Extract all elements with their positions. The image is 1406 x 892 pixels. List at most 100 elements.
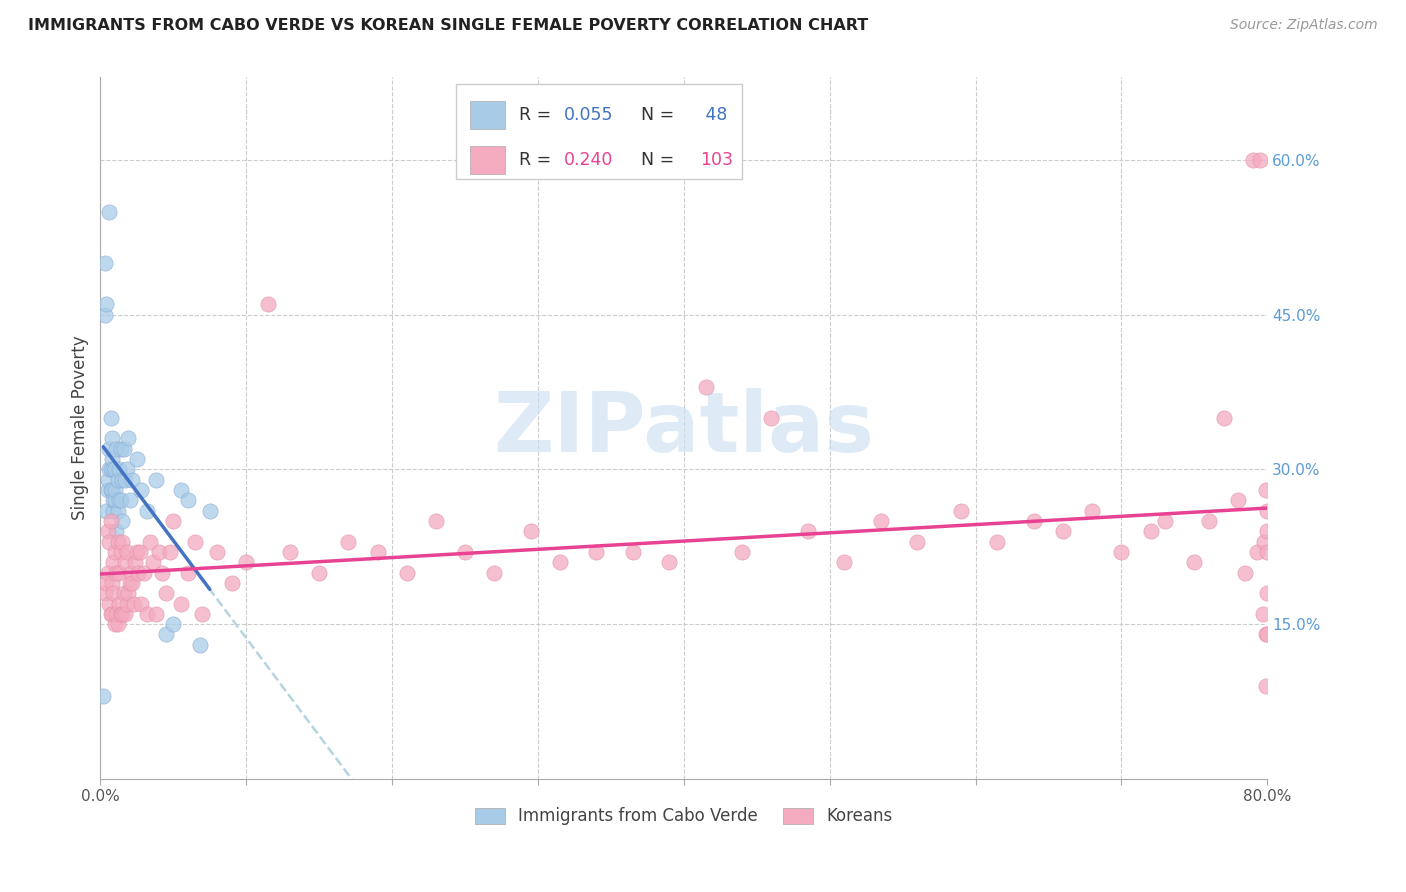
Point xyxy=(337,534,360,549)
Point xyxy=(155,586,177,600)
Point xyxy=(104,545,127,559)
Point xyxy=(110,493,132,508)
Point xyxy=(454,545,477,559)
Point xyxy=(191,607,214,621)
Point xyxy=(1256,524,1278,539)
Point xyxy=(1052,524,1074,539)
Point xyxy=(905,534,928,549)
Point xyxy=(142,555,165,569)
Point xyxy=(366,545,388,559)
Point xyxy=(1246,545,1268,559)
Point xyxy=(115,597,138,611)
Point xyxy=(103,493,125,508)
Point xyxy=(100,462,122,476)
Point xyxy=(1256,627,1278,641)
Point xyxy=(484,566,506,580)
Point xyxy=(1256,504,1278,518)
Point xyxy=(103,462,125,476)
Point xyxy=(1198,514,1220,528)
FancyBboxPatch shape xyxy=(457,85,742,179)
Point xyxy=(96,504,118,518)
Point xyxy=(101,432,124,446)
Point xyxy=(108,493,131,508)
Point xyxy=(103,504,125,518)
Point xyxy=(93,256,115,270)
Point xyxy=(150,566,173,580)
Point xyxy=(184,534,207,549)
Point xyxy=(1256,586,1278,600)
Point xyxy=(98,442,121,456)
Point xyxy=(96,575,118,590)
Point xyxy=(118,493,141,508)
Point xyxy=(108,462,131,476)
Point xyxy=(110,607,132,621)
Point xyxy=(1253,534,1275,549)
Point xyxy=(117,432,139,446)
Point xyxy=(1111,545,1133,559)
Point xyxy=(111,534,134,549)
Point xyxy=(104,483,127,497)
Point xyxy=(136,607,159,621)
Text: 103: 103 xyxy=(700,152,733,169)
Point xyxy=(128,545,150,559)
Point xyxy=(129,483,152,497)
Text: 0.055: 0.055 xyxy=(564,106,613,124)
Point xyxy=(103,555,125,569)
Point xyxy=(93,586,115,600)
Point xyxy=(100,514,122,528)
Point xyxy=(100,410,122,425)
Point xyxy=(731,545,754,559)
Point xyxy=(145,473,167,487)
Point xyxy=(97,524,120,539)
Y-axis label: Single Female Poverty: Single Female Poverty xyxy=(72,336,89,521)
Point xyxy=(177,493,200,508)
Point xyxy=(257,297,280,311)
Point xyxy=(104,462,127,476)
Point xyxy=(136,504,159,518)
Point xyxy=(169,597,191,611)
Point xyxy=(658,555,681,569)
Point xyxy=(869,514,891,528)
Point xyxy=(132,566,155,580)
Point xyxy=(114,473,136,487)
Text: N =: N = xyxy=(630,152,681,169)
Point xyxy=(115,545,138,559)
Point xyxy=(107,504,129,518)
Point xyxy=(1227,493,1250,508)
Point xyxy=(101,575,124,590)
Point xyxy=(1249,153,1271,167)
Point xyxy=(1081,504,1104,518)
Point xyxy=(107,534,129,549)
FancyBboxPatch shape xyxy=(470,146,505,174)
Point xyxy=(139,534,162,549)
Point xyxy=(162,514,184,528)
Point xyxy=(96,297,118,311)
Point xyxy=(97,566,120,580)
Text: 0.240: 0.240 xyxy=(564,152,613,169)
Point xyxy=(125,452,148,467)
Point xyxy=(111,473,134,487)
Point xyxy=(278,545,301,559)
Point xyxy=(97,473,120,487)
Point xyxy=(114,607,136,621)
Point xyxy=(1241,153,1264,167)
Point xyxy=(105,524,128,539)
Point xyxy=(107,617,129,632)
Point xyxy=(122,597,145,611)
Point xyxy=(105,566,128,580)
Point xyxy=(127,566,149,580)
Point xyxy=(100,607,122,621)
Point xyxy=(1154,514,1177,528)
Point xyxy=(1256,545,1278,559)
Point xyxy=(98,204,121,219)
Point xyxy=(148,545,170,559)
Point xyxy=(104,493,127,508)
Point xyxy=(155,627,177,641)
Point xyxy=(105,442,128,456)
Point xyxy=(235,555,257,569)
Text: R =: R = xyxy=(519,152,557,169)
Point xyxy=(1022,514,1045,528)
FancyBboxPatch shape xyxy=(470,101,505,128)
Point xyxy=(1254,627,1277,641)
Point xyxy=(111,514,134,528)
